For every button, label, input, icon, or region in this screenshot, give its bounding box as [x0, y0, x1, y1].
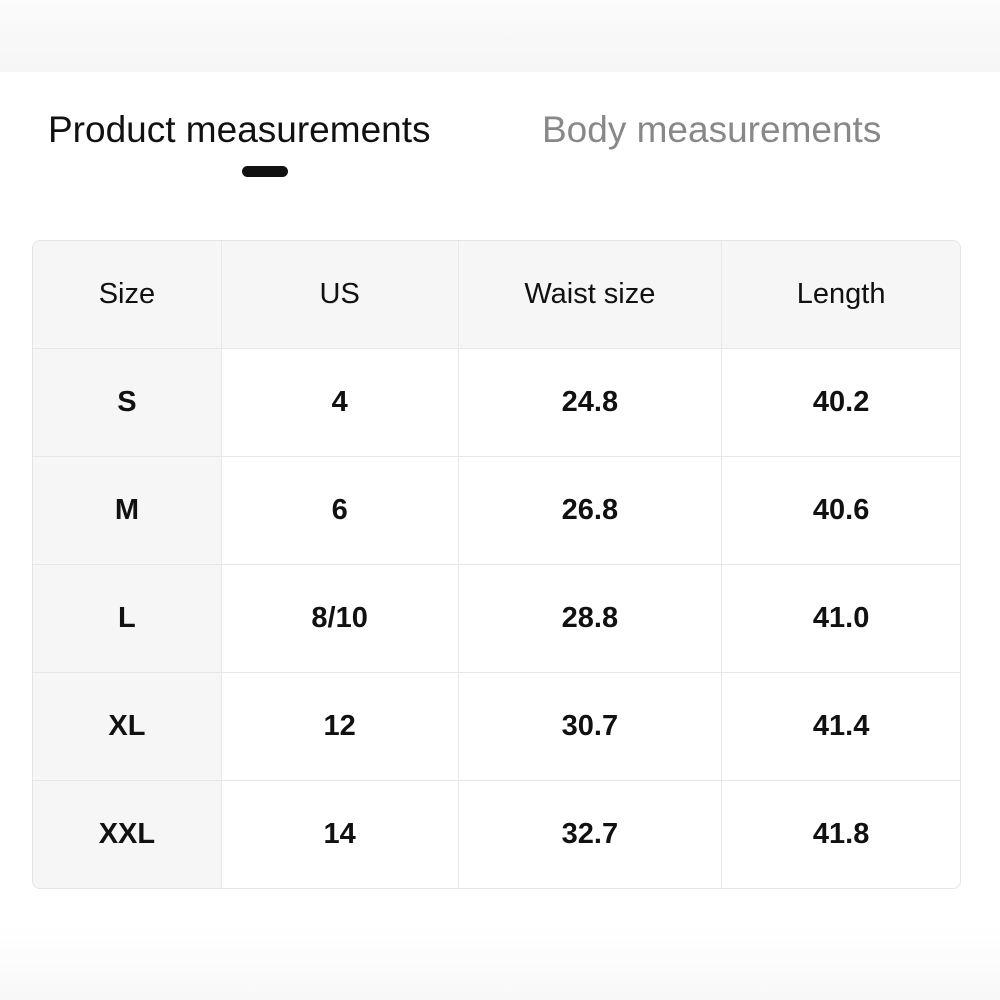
column-header: Waist size — [458, 241, 723, 349]
table-cell: 41.4 — [722, 673, 960, 781]
table-cell: 26.8 — [458, 457, 723, 565]
top-band — [0, 0, 1000, 72]
table-header-row: Size US Waist size Length — [33, 241, 960, 349]
tab-body-measurements[interactable]: Body measurements — [542, 109, 882, 150]
size-chart-table: Size US Waist size Length S 4 24.8 40.2 M 6 26… — [32, 240, 961, 889]
table-row: XL 12 30.7 41.4 — [33, 673, 960, 781]
table-cell: 41.8 — [812, 818, 870, 850]
table-row: L 8/10 28.8 41.0 — [33, 565, 960, 673]
column-header: Length — [722, 241, 960, 349]
table-cell: 40.6 — [722, 457, 960, 565]
table-cell: XXL — [33, 781, 222, 888]
column-header: US — [221, 241, 459, 349]
table-cell: 4 — [221, 349, 459, 457]
column-header: Size — [33, 241, 222, 349]
bottom-band — [0, 925, 1000, 1000]
table-cell: 41.0 — [722, 565, 960, 673]
table-cell: M — [33, 457, 222, 565]
table-cell: 6 — [221, 457, 459, 565]
tab-product-measurements[interactable]: Product measurements — [48, 109, 431, 150]
table-cell: 24.8 — [458, 349, 723, 457]
table-cell: 30.7 — [458, 673, 723, 781]
table-cell: L — [33, 565, 222, 673]
table-row: XXL 14 32.7 41.8 — [33, 781, 960, 888]
table-cell: S — [33, 349, 222, 457]
table-cell: 8/10 — [221, 565, 459, 673]
active-tab-indicator — [242, 166, 288, 177]
table-cell: XL — [33, 673, 222, 781]
table-row: M 6 26.8 40.6 — [33, 457, 960, 565]
table-cell: 14 — [222, 781, 459, 888]
table-cell: 32.7 — [459, 781, 723, 888]
table-cell: 12 — [221, 673, 459, 781]
table-row: S 4 24.8 40.2 — [33, 349, 960, 457]
table-cell: 28.8 — [458, 565, 723, 673]
table-cell: 40.2 — [722, 349, 960, 457]
